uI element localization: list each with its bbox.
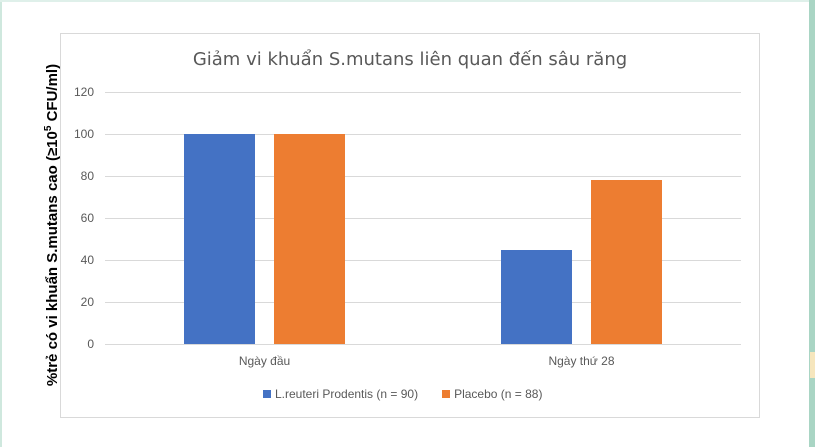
- gridline: [105, 134, 741, 135]
- legend: L.reuteri Prodentis (n = 90) Placebo (n …: [263, 387, 566, 401]
- y-tick-label: 80: [80, 169, 94, 183]
- y-tick-label: 60: [80, 211, 94, 225]
- legend-swatch-blue: [263, 390, 271, 398]
- page-edge-top: [0, 0, 810, 2]
- gridline: [105, 218, 741, 219]
- page-edge-accent: [810, 352, 815, 378]
- gridline: [105, 176, 741, 177]
- y-tick-label: 100: [73, 127, 94, 141]
- legend-label: L.reuteri Prodentis (n = 90): [275, 387, 419, 401]
- bar: [591, 180, 662, 344]
- x-category-label: Ngày thứ 28: [548, 354, 615, 368]
- y-tick-label: 20: [80, 295, 94, 309]
- bar: [501, 249, 572, 344]
- page-edge-left: [0, 0, 2, 447]
- bar: [274, 134, 345, 344]
- y-tick-label: 120: [73, 85, 94, 99]
- gridline: [105, 92, 741, 93]
- gridline: [105, 302, 741, 303]
- y-tick-label: 40: [80, 253, 94, 267]
- y-tick-label: 0: [87, 337, 94, 351]
- legend-item-placebo: Placebo (n = 88): [442, 387, 542, 401]
- page-edge-right: [809, 0, 815, 447]
- y-axis-label: %trẻ có vi khuẩn S.mutans cao (≥105 CFU/…: [43, 63, 61, 387]
- legend-label: Placebo (n = 88): [454, 387, 543, 401]
- legend-swatch-orange: [442, 390, 451, 398]
- x-category-label: Ngày đầu: [238, 354, 291, 368]
- legend-item-lreuteri: L.reuteri Prodentis (n = 90): [263, 387, 418, 401]
- gridline: [105, 344, 741, 345]
- bar: [184, 134, 255, 344]
- chart-title: Giảm vi khuẩn S.mutans liên quan đến sâu…: [192, 49, 628, 70]
- gridline: [105, 260, 741, 261]
